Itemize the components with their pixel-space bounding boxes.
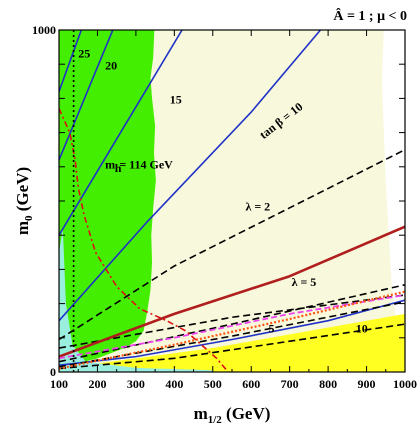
chart-title: Â = 1 ; μ < 0 (333, 7, 407, 24)
annotation-label: = 114 GeV (119, 158, 173, 172)
y-tick-label: 1000 (32, 23, 56, 37)
x-tick-label: 100 (50, 377, 68, 391)
series-line-red_thick-10 (59, 225, 405, 358)
x-axis-label-unit: (GeV) (222, 404, 271, 423)
y-ticks: 0 1000 (32, 23, 405, 379)
annotation-label: m (105, 158, 115, 172)
series-line-tanb-0 (59, 30, 83, 92)
curves (59, 30, 405, 372)
annotation-label: h (115, 161, 122, 175)
y-axis-label-main: m (13, 221, 32, 235)
annotation-label: 25 (78, 46, 90, 60)
y-axis-label: m0 (GeV) (13, 167, 35, 235)
annotation-label: 20 (105, 58, 117, 72)
annotation-label: 5 (269, 322, 275, 336)
y-axis-label-sub: 0 (23, 215, 35, 221)
series-line-orange_dotted-12 (59, 290, 405, 370)
x-tick-label: 1000 (393, 377, 417, 391)
region-yellow-region (59, 313, 405, 372)
series-line-tanb-3 (59, 30, 322, 322)
series-line-tanb-1 (59, 30, 114, 161)
series-line-lambda-5 (59, 323, 405, 370)
x-axis-label-sub: 1/2 (208, 414, 223, 426)
x-tick-label: 900 (358, 377, 376, 391)
x-tick-label: 800 (319, 377, 337, 391)
series-line-lambda-6 (59, 148, 405, 341)
series-line-lambda-9 (59, 294, 405, 349)
annotation-label: 15 (170, 93, 182, 107)
x-tick-label: 500 (204, 377, 222, 391)
x-axis-label-main: m (194, 404, 208, 423)
x-tick-label: 600 (242, 377, 260, 391)
annotation-label: λ = 2 (245, 200, 270, 214)
x-tick-label: 400 (165, 377, 183, 391)
x-tick-label: 300 (127, 377, 145, 391)
x-axis-label: m1/2 (GeV) (194, 404, 271, 426)
series-line-tanb-2 (59, 30, 183, 236)
annotation-label: 10 (356, 322, 368, 336)
x-tick-label: 700 (281, 377, 299, 391)
series-line-tanb-4 (59, 299, 405, 366)
y-axis-label-unit: (GeV) (13, 167, 32, 216)
x-ticks: 100 200 300 400 500 600 700 800 900 1000 (50, 30, 417, 391)
series-line-lambda-7 (59, 284, 405, 363)
series-line-magenta-11 (59, 294, 405, 360)
y-tick-label: 0 (50, 365, 56, 379)
series-line-lambda-8 (59, 301, 405, 368)
annotation-label: λ = 5 (292, 275, 317, 289)
x-tick-label: 200 (88, 377, 106, 391)
region-white-region (381, 30, 405, 372)
